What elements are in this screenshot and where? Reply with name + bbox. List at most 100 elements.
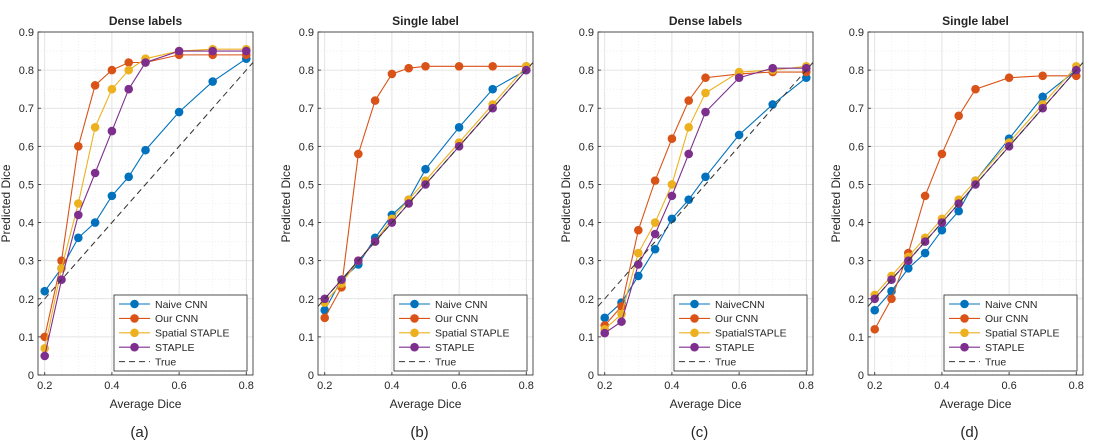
series-line-1 [874,75,1077,330]
chart-title: Dense labels [669,14,743,28]
legend-marker [410,342,419,352]
data-point [421,164,430,174]
legend-marker [130,299,139,309]
data-point [488,84,497,94]
legend: Naive CNN Our CNN Spatial STAPLE STAPLE True [113,294,248,372]
legend-marker [410,328,419,338]
data-point [40,351,50,361]
chart-panel-2: 0 0.1 0.2 0.3 0.4 0.5 0.6 0.7 0.8 0.9 0.2 0.4 0.6 0.8… [279,14,534,441]
legend-entry: True [985,356,1006,368]
y-tick-label: 0.8 [299,65,314,77]
data-point [107,84,117,94]
data-point [241,46,251,56]
data-point [174,107,184,117]
data-point [141,145,150,155]
legend-marker [690,328,699,338]
legend-entry: True [715,356,736,368]
legend-entry: Our CNN [985,313,1028,325]
legend-marker [690,342,699,352]
y-tick-label: 0.5 [849,179,864,191]
data-point [40,286,50,296]
y-tick-label: 0 [588,370,594,382]
data-point [107,191,117,201]
data-point [124,84,134,94]
chart-panel-3: 0 0.1 0.2 0.3 0.4 0.5 0.6 0.7 0.8 0.9 0.2 0.4 0.6 0.8… [559,14,814,441]
data-point [90,218,100,227]
y-tick-label: 0.1 [579,332,594,344]
data-point [107,126,117,136]
x-tick-label: 0.4 [934,380,949,392]
chart-panel-4: 0 0.1 0.2 0.3 0.4 0.5 0.6 0.7 0.8 0.9 0.2 0.4 0.6 0.8… [829,14,1084,441]
y-tick-label: 0.2 [19,294,34,306]
legend-marker [130,314,139,323]
data-point [904,263,913,273]
panel-caption: (c) [691,424,709,441]
data-point [701,172,710,182]
legend-entry: NaiveCNN [715,299,765,311]
data-point [971,84,980,94]
x-tick-label: 0.6 [1001,380,1016,392]
x-tick-label: 0.2 [317,380,332,392]
data-point [90,122,100,132]
y-tick-label: 0.5 [579,179,594,191]
data-point [90,81,100,90]
data-point [421,62,430,71]
legend: Naive CNN Our CNN Spatial STAPLE STAPLE True [393,294,528,372]
legend-marker [410,314,419,323]
y-tick-label: 0 [858,370,864,382]
legend-marker [410,299,419,309]
data-point [954,206,964,216]
data-point [370,96,380,105]
y-axis-label: Predicted Dice [829,164,843,242]
data-point [124,58,134,67]
series-line-3 [44,50,247,357]
y-tick-label: 0.3 [579,256,594,268]
y-tick-label: 0.9 [299,27,314,39]
x-tick-label: 0.6 [731,380,746,392]
y-tick-label: 0.3 [19,256,34,268]
x-tick-label: 0.2 [867,380,882,392]
y-tick-label: 0.8 [849,65,864,77]
panel-caption: (b) [410,424,428,441]
y-tick-label: 0.7 [19,103,34,115]
legend-marker [690,299,699,309]
legend-marker [960,328,969,338]
data-point [937,225,947,235]
data-point [1038,71,1047,81]
data-point [768,63,777,73]
x-tick-label: 0.8 [799,380,814,392]
legend-entry: Spatial STAPLE [155,328,230,340]
data-point [870,305,880,315]
data-point [141,58,150,67]
x-tick-label: 0.8 [1069,380,1084,392]
series-line-2 [874,65,1077,296]
x-tick-label: 0.2 [597,380,612,392]
data-point [320,313,330,323]
data-point [600,313,610,323]
x-tick-label: 0.8 [239,380,254,392]
data-point [74,199,83,208]
y-tick-label: 0.9 [849,27,864,39]
x-axis-label: Average Dice [670,397,742,411]
legend-marker [130,342,139,352]
data-point [650,218,660,227]
series-line-2 [604,65,807,330]
axes-box [317,31,534,376]
legend-entry: True [435,356,456,368]
y-axis-label: Predicted Dice [279,164,293,242]
data-point [650,244,660,254]
x-tick-label: 0.2 [37,380,52,392]
data-point [454,122,464,132]
data-point [887,294,896,304]
data-point [320,305,330,315]
data-point [634,248,643,258]
x-tick-label: 0.8 [519,380,534,392]
x-tick-label: 0.4 [104,380,119,392]
data-point [701,73,710,83]
legend-entry: SpatialSTAPLE [715,328,787,340]
legend-marker [960,314,969,323]
x-tick-label: 0.6 [171,380,186,392]
axes-box [37,31,254,376]
legend-marker [130,328,139,338]
